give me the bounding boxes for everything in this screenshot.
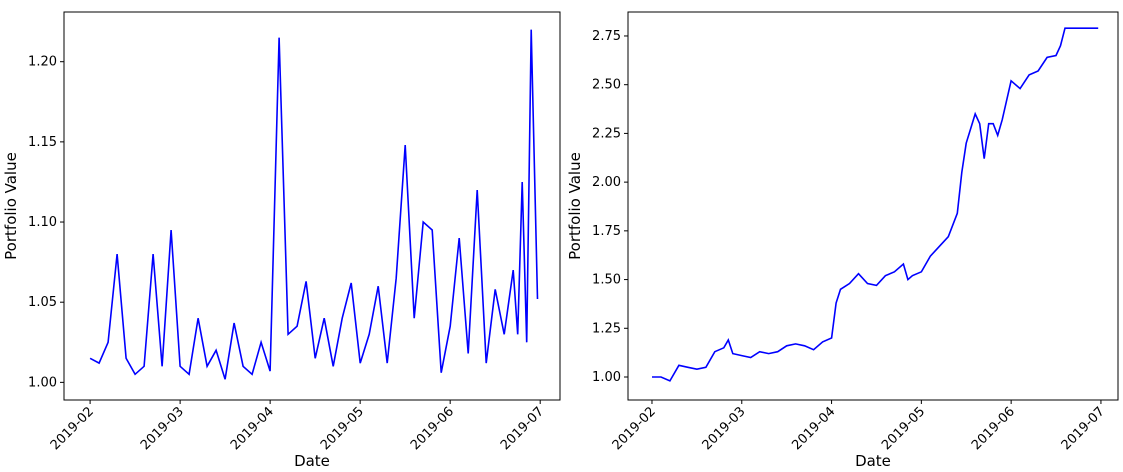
x-tick-label: 2019-02 <box>610 404 659 453</box>
y-tick-label: 2.75 <box>592 29 621 44</box>
y-tick-label: 1.05 <box>28 295 57 310</box>
data-line <box>89 29 539 380</box>
y-tick-label: 1.25 <box>592 321 621 336</box>
x-tick-label: 2019-03 <box>700 404 749 453</box>
x-tick-label: 2019-07 <box>1059 404 1108 453</box>
y-tick-label: 1.75 <box>592 224 621 239</box>
x-tick-label: 2019-05 <box>318 404 367 453</box>
y-tick-label: 1.10 <box>28 215 57 230</box>
x-axis-label: Date <box>294 452 330 468</box>
x-tick-label: 2019-06 <box>969 404 1018 453</box>
y-tick-label: 1.15 <box>28 135 57 150</box>
x-tick-label: 2019-04 <box>789 404 838 453</box>
y-axis-label: Portfolio Value <box>566 152 584 260</box>
y-axis-label: Portfolio Value <box>2 152 20 260</box>
y-tick-label: 1.20 <box>28 55 57 70</box>
y-tick-label: 1.50 <box>592 273 621 288</box>
x-tick-label: 2019-03 <box>138 404 187 453</box>
chart-panel: 1.00 1.05 1.10 1.15 1.20 2019-02 2019-03 2019-0… <box>2 11 561 470</box>
y-tick-label: 2.50 <box>592 78 621 93</box>
x-tick-label: 2019-05 <box>879 404 928 453</box>
y-tick-label: 1.00 <box>592 370 621 385</box>
plot-frame <box>627 11 1119 401</box>
chart-panel: 1.00 1.25 1.50 1.75 2.00 2.25 2.50 2.75 2019-02 2… <box>566 11 1119 470</box>
y-tick-label: 2.25 <box>592 126 621 141</box>
y-tick-label: 1.00 <box>28 375 57 390</box>
plot-frame <box>63 11 561 401</box>
x-tick-label: 2019-07 <box>498 404 547 453</box>
y-tick-label: 2.00 <box>592 175 621 190</box>
x-tick-label: 2019-02 <box>48 404 97 453</box>
data-line <box>652 27 1099 382</box>
x-tick-label: 2019-04 <box>228 404 277 453</box>
x-tick-label: 2019-06 <box>408 404 457 453</box>
x-axis-label: Date <box>855 452 891 468</box>
